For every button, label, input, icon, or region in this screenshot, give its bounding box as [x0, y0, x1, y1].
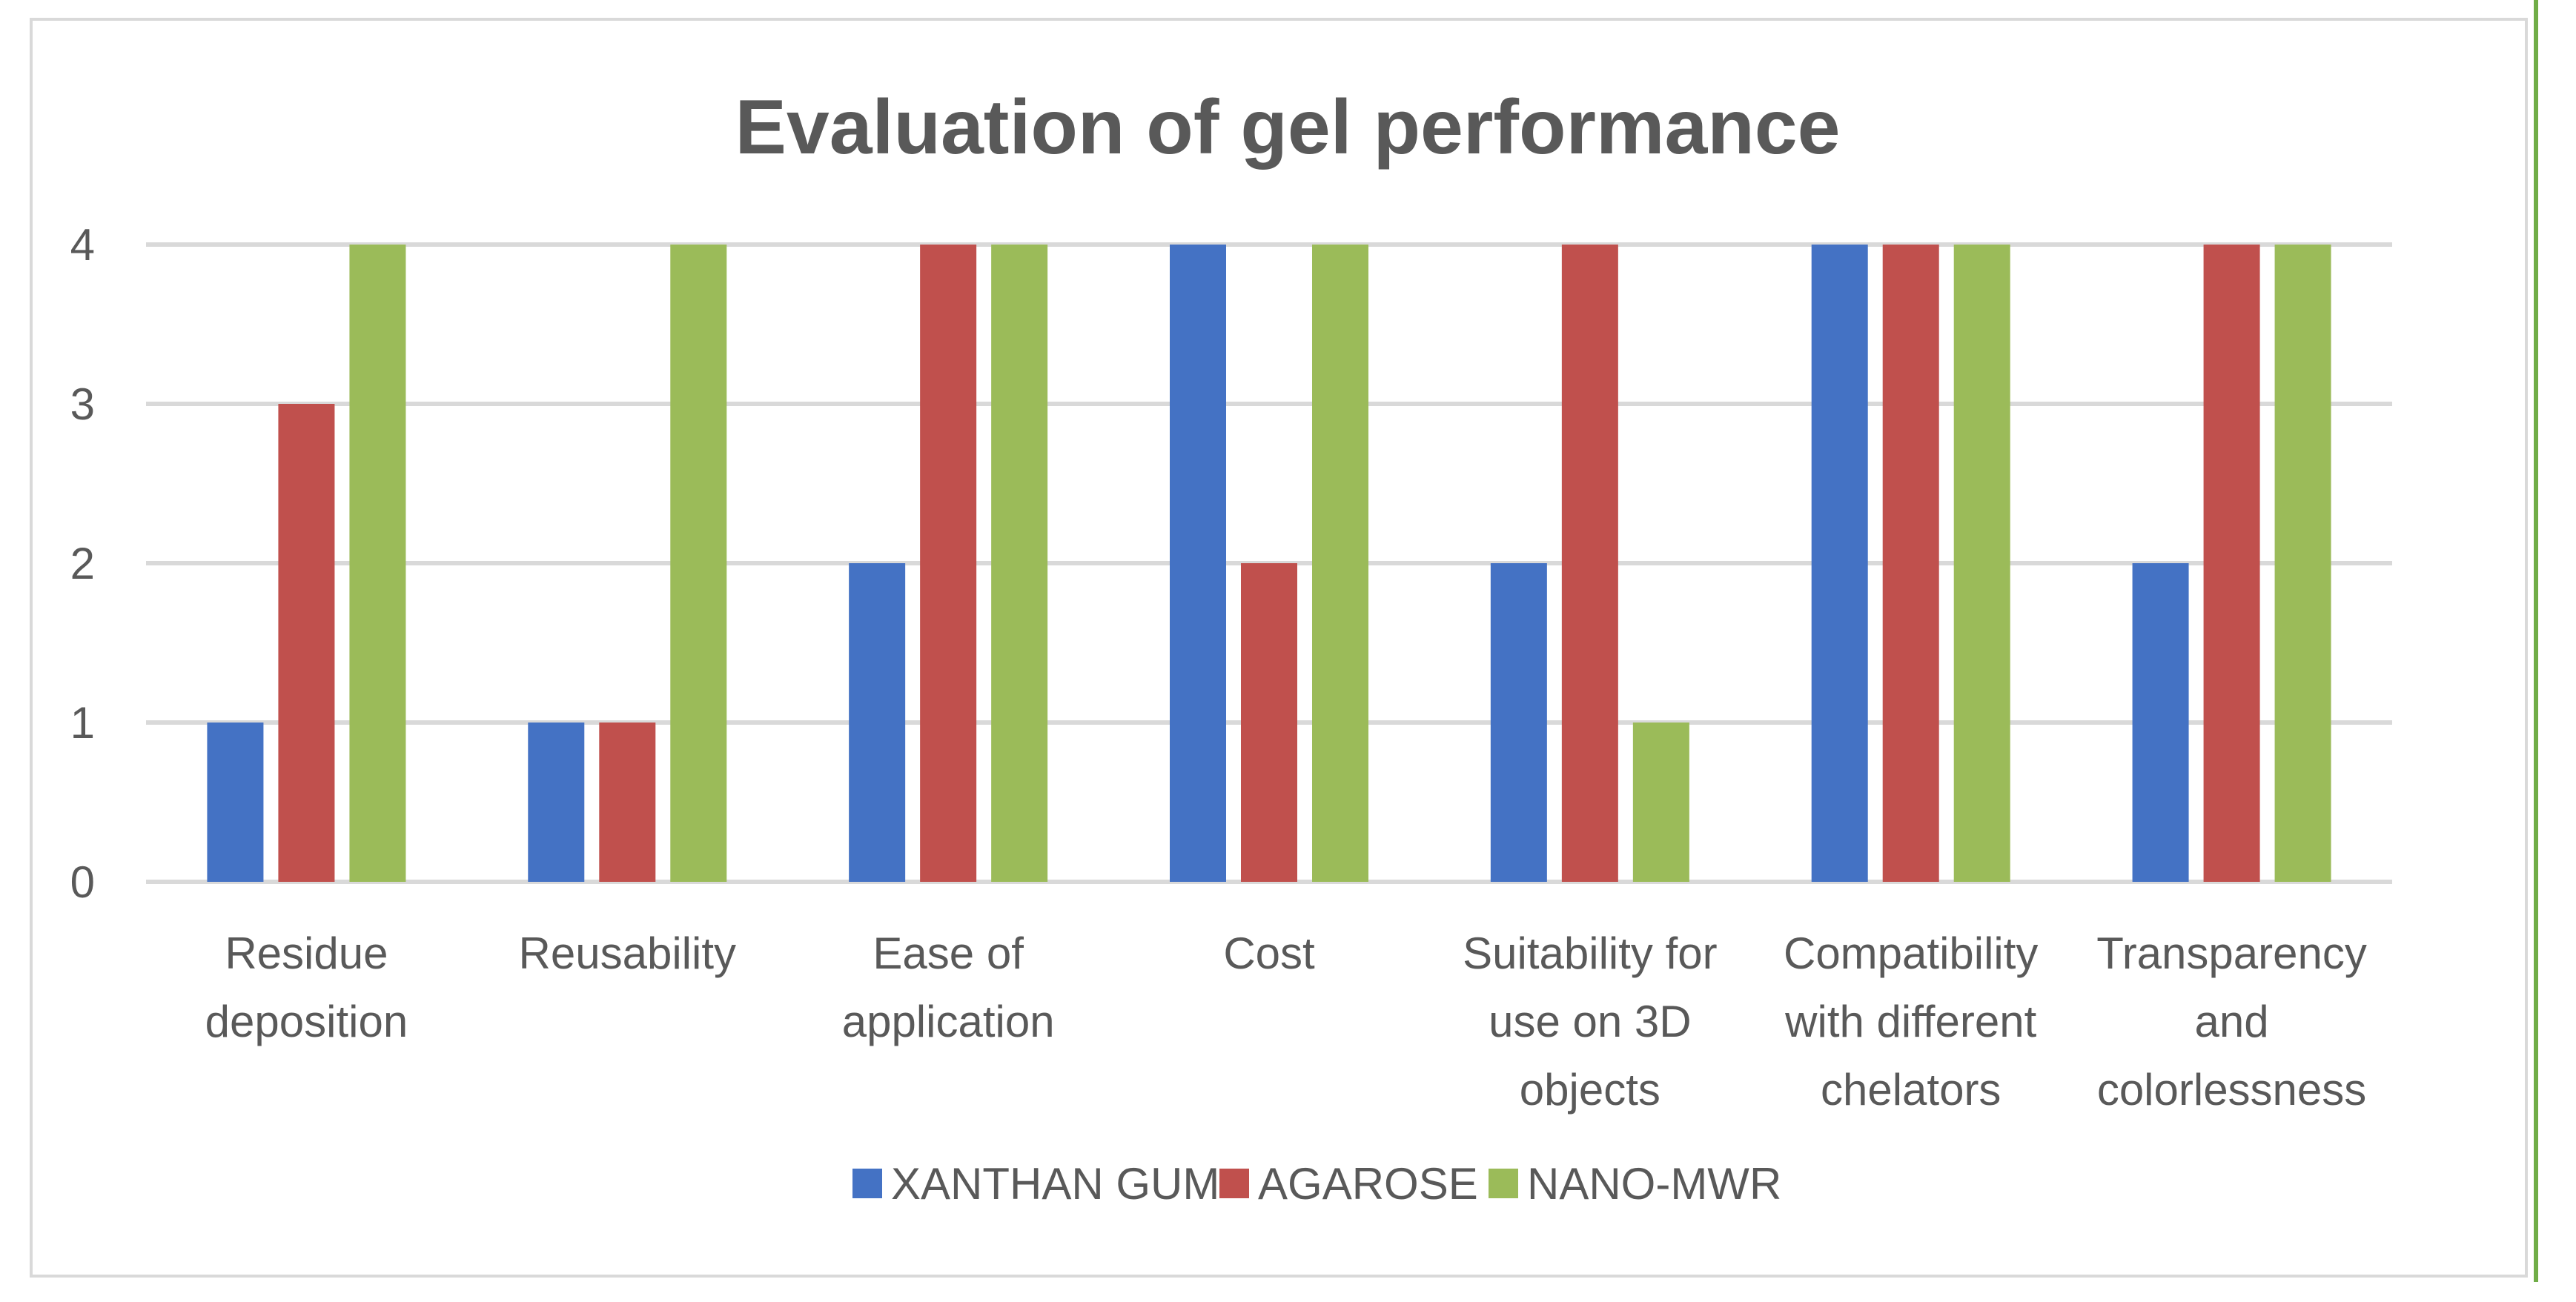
bar-agarose-1	[599, 723, 656, 882]
x-category-label: objects	[1520, 1065, 1661, 1115]
bars	[207, 245, 2331, 882]
bar-xanthan-gum-1	[528, 723, 585, 882]
x-axis-labels: Residue deposition Reusability Ease of appli…	[205, 929, 2367, 1115]
bar-xanthan-gum-4	[1490, 563, 1547, 882]
x-category-label: Reusability	[519, 929, 736, 978]
legend-swatch	[1219, 1169, 1249, 1198]
bar-nano-mwr-3	[1312, 245, 1368, 882]
x-category-label: Transparency	[2096, 929, 2367, 978]
legend-swatch	[852, 1169, 882, 1198]
right-edge-line	[2534, 0, 2538, 1282]
bar-xanthan-gum-5	[1811, 245, 1868, 882]
y-tick-label: 0	[70, 857, 95, 907]
x-category-label: and	[2195, 997, 2269, 1046]
bar-nano-mwr-5	[1953, 245, 2010, 882]
bar-agarose-2	[920, 245, 977, 882]
y-axis-ticks: 0 1 2 3 4	[70, 220, 95, 907]
x-category-label: Residue	[225, 929, 388, 978]
bar-xanthan-gum-2	[849, 563, 906, 882]
legend-swatch	[1489, 1169, 1518, 1198]
x-category-label: with different	[1784, 997, 2036, 1046]
bar-agarose-3	[1241, 563, 1297, 882]
legend: XANTHAN GUM AGAROSE NANO-MWR	[852, 1159, 1781, 1209]
bar-agarose-6	[2203, 245, 2260, 882]
x-category-label: deposition	[205, 997, 408, 1046]
legend-label: AGAROSE	[1258, 1159, 1478, 1209]
bar-agarose-4	[1561, 245, 1618, 882]
legend-label: XANTHAN GUM	[891, 1159, 1219, 1209]
x-category-label: Suitability for	[1463, 929, 1717, 978]
bar-agarose-0	[278, 404, 335, 882]
bar-agarose-5	[1882, 245, 1939, 882]
y-tick-label: 3	[70, 379, 95, 429]
x-category-label: use on 3D	[1489, 997, 1692, 1046]
x-category-label: chelators	[1821, 1065, 2001, 1115]
bar-nano-mwr-1	[670, 245, 727, 882]
bar-nano-mwr-2	[991, 245, 1048, 882]
x-category-label: colorlessness	[2097, 1065, 2367, 1115]
bar-nano-mwr-4	[1632, 723, 1689, 882]
x-category-label: application	[842, 997, 1055, 1046]
chart-title: Evaluation of gel performance	[735, 84, 1841, 170]
y-tick-label: 4	[70, 220, 95, 270]
bar-nano-mwr-6	[2274, 245, 2331, 882]
legend-label: NANO-MWR	[1527, 1159, 1781, 1209]
x-category-label: Cost	[1223, 929, 1315, 978]
y-tick-label: 1	[70, 698, 95, 748]
y-tick-label: 2	[70, 539, 95, 588]
bar-xanthan-gum-3	[1170, 245, 1226, 882]
bar-xanthan-gum-6	[2132, 563, 2189, 882]
bar-xanthan-gum-0	[207, 723, 264, 882]
x-category-label: Compatibility	[1784, 929, 2038, 978]
x-category-label: Ease of	[873, 929, 1024, 978]
bar-nano-mwr-0	[349, 245, 406, 882]
